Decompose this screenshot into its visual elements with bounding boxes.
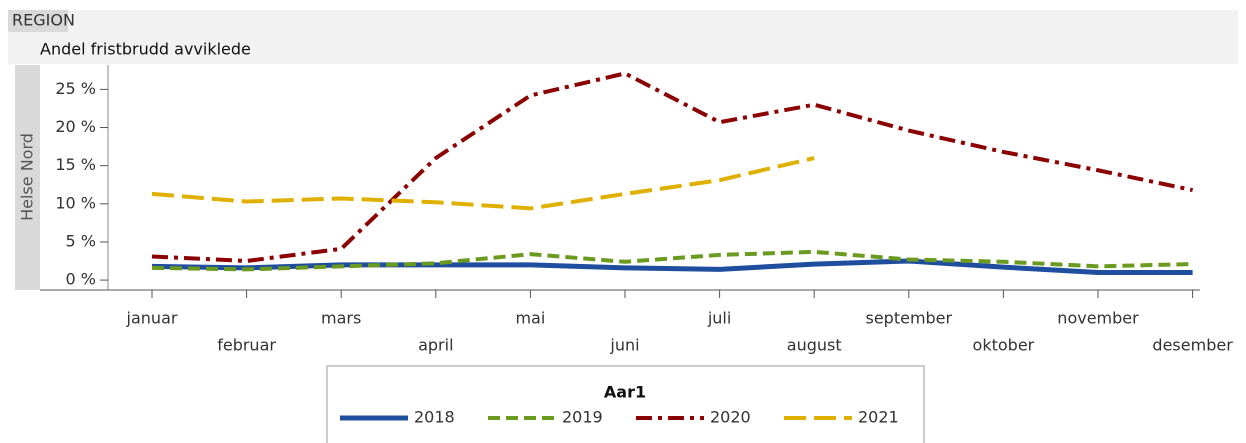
x-tick-label: september — [865, 309, 952, 328]
legend-box — [326, 365, 925, 443]
y-tick-label: 10 % — [55, 193, 96, 212]
legend-label: 2019 — [562, 408, 603, 427]
y-axis-label: Helse Nord — [18, 133, 37, 221]
series-line — [151, 249, 1193, 272]
x-tick-label: juli — [707, 309, 731, 328]
chart-title: Andel fristbrudd avviklede — [40, 40, 251, 59]
header-band — [8, 10, 1238, 64]
y-tick-label: 15 % — [55, 155, 96, 174]
y-tick-label: 25 % — [55, 79, 96, 98]
y-tick-label: 0 % — [66, 270, 96, 289]
region-label: REGION — [12, 11, 75, 30]
x-tick-label: april — [418, 336, 453, 355]
legend-label: 2021 — [858, 408, 899, 427]
legend-title: Aar1 — [604, 383, 646, 402]
region-box — [8, 10, 68, 32]
y-tick-label: 20 % — [55, 117, 96, 136]
x-tick-label: juni — [609, 336, 639, 355]
x-tick-label: oktober — [973, 336, 1035, 355]
series-line — [151, 156, 815, 211]
series-line — [151, 71, 1194, 264]
x-tick-label: august — [787, 336, 842, 355]
ylabel-strip — [15, 65, 40, 290]
x-tick-label: mai — [515, 309, 545, 328]
legend-label: 2018 — [414, 408, 455, 427]
x-tick-label: januar — [126, 309, 178, 328]
x-tick-label: februar — [217, 336, 276, 355]
x-tick-label: desember — [1152, 336, 1233, 355]
x-tick-label: mars — [321, 309, 361, 328]
legend-label: 2020 — [710, 408, 751, 427]
y-tick-label: 5 % — [66, 231, 96, 250]
x-tick-label: november — [1057, 309, 1139, 328]
